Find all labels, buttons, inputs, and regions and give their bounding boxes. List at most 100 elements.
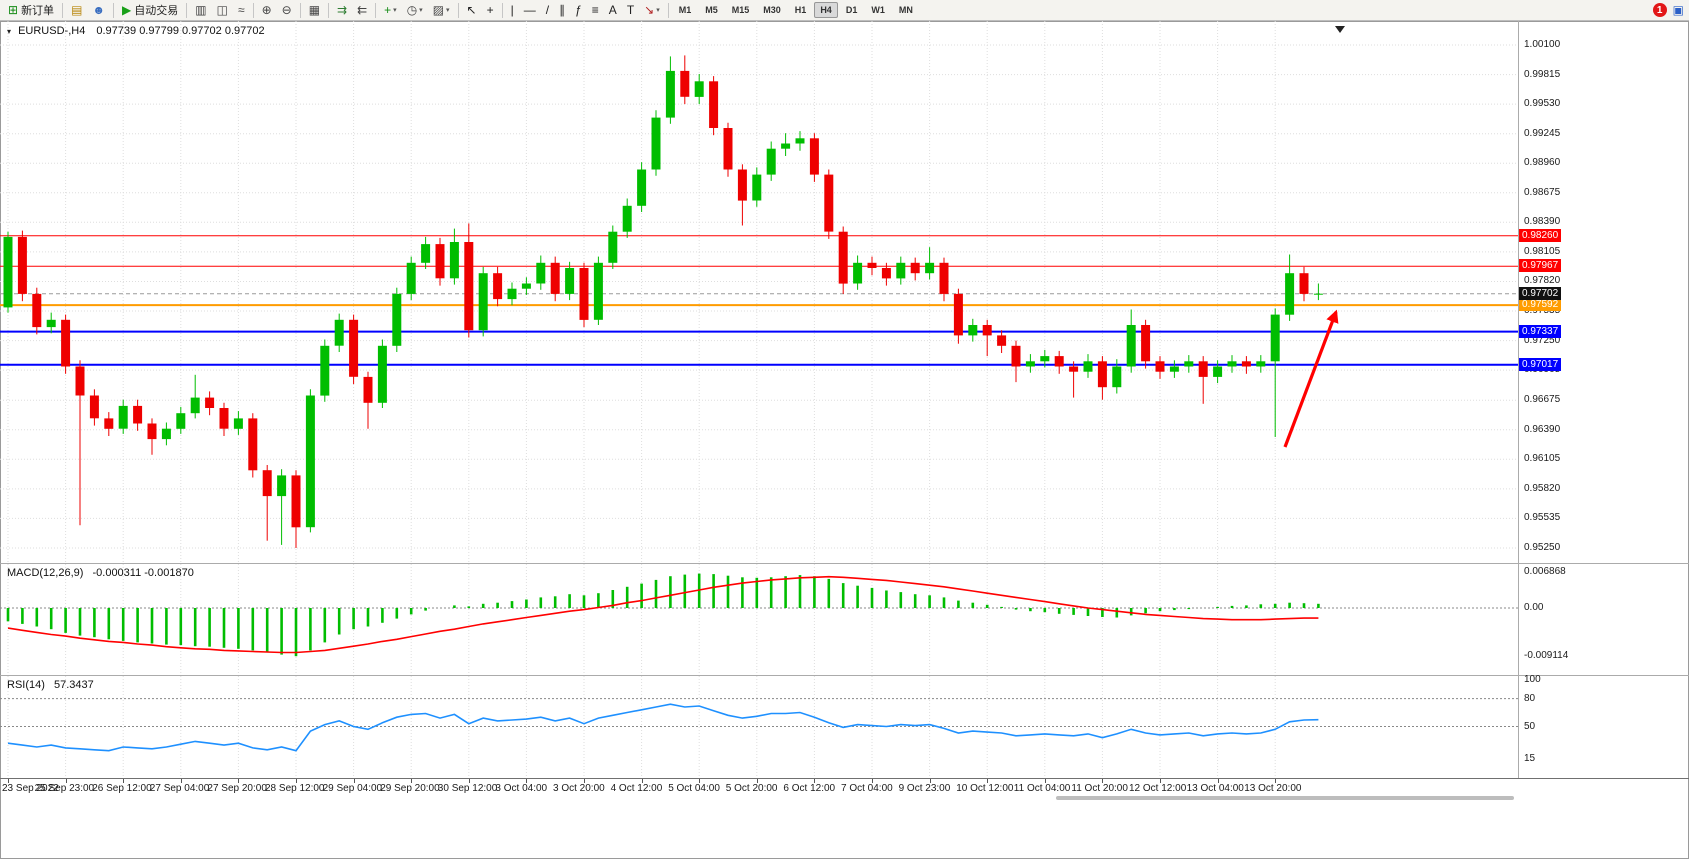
toolbar-right: 1 ▣ <box>1652 3 1686 17</box>
main-chart-panel[interactable] <box>0 21 1518 563</box>
toolbar: ⊞ 新订单 ▤ ☻ ▶ 自动交易 ▥ ◫ ≈ ⊕ ⊖ ▦ ⇉ ⇇ + ▾ ◷ ▾ ▨ ▾ ↖ + | — / ∥ ƒ ≡ A T ↘ ▾ M1… <box>0 0 1689 21</box>
hline-price-badge: 0.97967 <box>1519 259 1562 272</box>
zoom-out-button[interactable]: ⊖ <box>278 2 296 19</box>
time-tick <box>987 779 989 783</box>
fibonacci-button[interactable]: ƒ <box>571 2 586 19</box>
toolbar-separator <box>375 2 377 18</box>
time-tick <box>65 779 67 783</box>
time-tick <box>353 779 355 783</box>
price-tick-label: 0.98390 <box>1524 216 1561 227</box>
timeframe-M30[interactable]: M30 <box>757 2 787 18</box>
price-tick-label: 0.99815 <box>1524 69 1561 80</box>
equidistant-channel-button[interactable]: ∥ <box>555 2 569 19</box>
indicators-button[interactable]: + ▾ <box>380 2 401 19</box>
price-axis[interactable]: 1.00100 0.99815 0.99530 0.99245 0.98960 0.986… <box>1518 21 1688 794</box>
time-tick <box>641 779 643 783</box>
clock-icon: ◷ <box>406 3 418 17</box>
tile-windows-icon: ▦ <box>308 3 321 17</box>
price-tick-label: 0.99530 <box>1524 98 1561 109</box>
chart-legend: ▾ EURUSD-,H4 0.97739 0.97799 0.97702 0.9… <box>7 25 265 37</box>
chart-shift-icon: ⇇ <box>357 3 368 17</box>
toolbar-separator <box>299 2 301 18</box>
horizontal-scrollbar-thumb[interactable] <box>1056 796 1514 800</box>
text-button[interactable]: A <box>605 2 621 19</box>
crosshair-button[interactable]: + <box>483 2 498 19</box>
timeframe-H1[interactable]: H1 <box>789 2 813 18</box>
time-tick <box>699 779 701 783</box>
line-chart-button[interactable]: ≈ <box>234 2 249 19</box>
chart-shift-button[interactable]: ⇇ <box>353 2 371 19</box>
chart-window-icon: ▤ <box>71 3 83 17</box>
rsi-panel[interactable] <box>0 676 1518 778</box>
price-tick-label: 0.96105 <box>1524 453 1561 464</box>
time-tick-label: 13 Oct 04:00 <box>1186 783 1244 794</box>
auto-trading-button[interactable]: ▶ 自动交易 <box>118 2 182 19</box>
time-tick <box>468 779 470 783</box>
price-tick-label: 0.96675 <box>1524 394 1561 405</box>
rsi-scale-label: 100 <box>1524 674 1541 685</box>
toolbar-separator <box>501 2 503 18</box>
time-tick-label: 10 Oct 12:00 <box>956 783 1014 794</box>
time-tick-label: 5 Oct 04:00 <box>668 783 720 794</box>
timeframe-W1[interactable]: W1 <box>865 2 891 18</box>
chart-window-button[interactable]: ▤ <box>67 2 86 19</box>
timeframe-M5[interactable]: M5 <box>699 2 724 18</box>
time-tick <box>1217 779 1219 783</box>
cursor-button[interactable]: ↖ <box>463 2 481 19</box>
macd-panel[interactable] <box>0 564 1518 675</box>
time-tick <box>8 779 9 783</box>
price-tick-label: 0.97250 <box>1524 335 1561 346</box>
profile-button[interactable]: ☻ <box>88 2 109 19</box>
time-tick-label: 26 Sep 12:00 <box>92 783 152 794</box>
dropdown-arrow-icon: ▾ <box>393 7 397 14</box>
zoom-in-icon: ⊕ <box>261 3 272 17</box>
annotation-arrow[interactable] <box>1283 309 1339 448</box>
horizontal-line-button[interactable]: — <box>520 2 540 19</box>
timeframe-H4[interactable]: H4 <box>814 2 838 18</box>
time-tick-label: 11 Oct 20:00 <box>1071 783 1128 794</box>
tile-windows-button[interactable]: ▦ <box>305 2 324 19</box>
horizontal-line-icon: — <box>523 3 536 17</box>
hline-price-badge: 0.98260 <box>1519 229 1562 242</box>
trendline-icon: / <box>545 3 550 17</box>
timeframe-MN[interactable]: MN <box>893 2 919 18</box>
auto-scroll-button[interactable]: ⇉ <box>333 2 351 19</box>
rsi-scale-label: 80 <box>1524 693 1536 704</box>
zoom-in-button[interactable]: ⊕ <box>258 2 276 19</box>
time-axis[interactable]: 23 Sep 2022 25 Sep 23:00 26 Sep 12:00 27 Se… <box>0 778 1689 794</box>
notification-badge[interactable]: 1 <box>1652 3 1667 17</box>
chart-menu-triangle-icon[interactable]: ▾ <box>7 27 12 36</box>
app-corner-icon[interactable]: ▣ <box>1672 3 1684 17</box>
trendline-button[interactable]: / <box>542 2 553 19</box>
candlestick-chart-button[interactable]: ◫ <box>213 2 232 19</box>
bar-chart-button[interactable]: ▥ <box>191 2 210 19</box>
arrows-button[interactable]: ↘ ▾ <box>640 2 664 19</box>
new-order-icon: ⊞ <box>8 3 19 17</box>
toolbar-separator <box>252 2 254 18</box>
periods-button[interactable]: ◷ ▾ <box>403 2 427 19</box>
timeframe-M1[interactable]: M1 <box>673 2 698 18</box>
time-tick-label: 5 Oct 20:00 <box>725 783 778 794</box>
macd-scale-label: -0.009114 <box>1524 650 1569 661</box>
new-order-button[interactable]: ⊞ 新订单 <box>4 2 58 19</box>
rsi-indicator-value: 57.3437 <box>53 679 94 691</box>
panel-separator[interactable] <box>0 675 1689 676</box>
time-tick <box>584 779 585 783</box>
rsi-indicator-name: RSI(14) <box>7 679 45 691</box>
templates-button[interactable]: ▨ ▾ <box>429 2 454 19</box>
text-label-button[interactable]: T <box>623 2 638 19</box>
time-tick-label: 9 Oct 23:00 <box>898 783 951 794</box>
time-tick <box>296 779 297 783</box>
time-tick-label: 4 Oct 12:00 <box>610 783 663 794</box>
time-tick-label: 25 Sep 23:00 <box>34 783 95 794</box>
timeframe-D1[interactable]: D1 <box>840 2 864 18</box>
time-tick <box>411 779 413 783</box>
vertical-line-icon: | <box>510 3 514 17</box>
price-tick-label: 0.95250 <box>1524 542 1561 553</box>
toolbar-separator <box>186 2 188 18</box>
time-tick <box>180 779 182 783</box>
vertical-line-button[interactable]: | <box>507 2 518 19</box>
shapes-button[interactable]: ≡ <box>588 2 603 19</box>
panel-separator[interactable] <box>0 563 1689 564</box>
timeframe-M15[interactable]: M15 <box>726 2 756 18</box>
